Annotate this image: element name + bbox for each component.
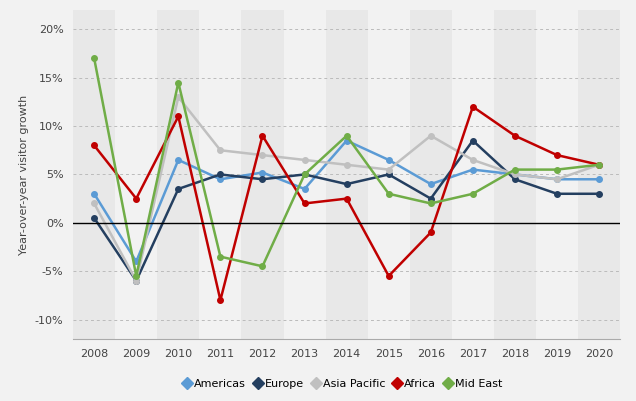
Asia Pacific — [553, 177, 561, 182]
Asia Pacific — [343, 162, 350, 167]
Africa — [301, 201, 308, 206]
Bar — [73, 10, 115, 339]
Africa — [259, 134, 266, 138]
Europe — [385, 172, 392, 177]
Americas — [385, 158, 392, 162]
Bar — [578, 10, 620, 339]
Africa — [132, 196, 140, 201]
Bar — [157, 10, 199, 339]
Americas — [90, 191, 98, 196]
Europe — [301, 172, 308, 177]
Mid East — [511, 167, 519, 172]
Africa — [427, 230, 434, 235]
Legend: Americas, Europe, Asia Pacific, Africa, Mid East: Americas, Europe, Asia Pacific, Africa, … — [180, 375, 507, 393]
Africa — [385, 273, 392, 278]
Europe — [259, 177, 266, 182]
Europe — [90, 216, 98, 221]
Mid East — [595, 162, 603, 167]
Mid East — [301, 172, 308, 177]
Europe — [132, 278, 140, 283]
Americas — [469, 167, 476, 172]
Mid East — [259, 264, 266, 269]
Europe — [511, 177, 519, 182]
Americas — [132, 259, 140, 264]
Americas — [174, 158, 182, 162]
Americas — [595, 177, 603, 182]
Americas — [217, 177, 225, 182]
Africa — [511, 134, 519, 138]
Bar — [199, 10, 242, 339]
Bar — [115, 10, 157, 339]
Bar — [326, 10, 368, 339]
Asia Pacific — [217, 148, 225, 153]
Bar — [410, 10, 452, 339]
Mid East — [343, 134, 350, 138]
Africa — [174, 114, 182, 119]
Line: Africa: Africa — [92, 104, 602, 303]
Americas — [343, 138, 350, 143]
Mid East — [90, 56, 98, 61]
Americas — [553, 177, 561, 182]
Mid East — [469, 191, 476, 196]
Bar — [536, 10, 578, 339]
Europe — [217, 172, 225, 177]
Line: Asia Pacific: Asia Pacific — [92, 94, 602, 284]
Bar — [284, 10, 326, 339]
Americas — [511, 172, 519, 177]
Europe — [469, 138, 476, 143]
Asia Pacific — [90, 201, 98, 206]
Asia Pacific — [469, 158, 476, 162]
Asia Pacific — [301, 158, 308, 162]
Africa — [343, 196, 350, 201]
Asia Pacific — [174, 95, 182, 99]
Europe — [343, 182, 350, 186]
Line: Europe: Europe — [92, 138, 602, 284]
Asia Pacific — [511, 172, 519, 177]
Bar — [494, 10, 536, 339]
Asia Pacific — [259, 153, 266, 158]
Africa — [553, 153, 561, 158]
Asia Pacific — [132, 278, 140, 283]
Mid East — [427, 201, 434, 206]
Africa — [469, 104, 476, 109]
Asia Pacific — [427, 134, 434, 138]
Americas — [427, 182, 434, 186]
Mid East — [553, 167, 561, 172]
Europe — [427, 196, 434, 201]
Europe — [553, 191, 561, 196]
Bar — [242, 10, 284, 339]
Africa — [90, 143, 98, 148]
Mid East — [217, 254, 225, 259]
Africa — [595, 162, 603, 167]
Europe — [595, 191, 603, 196]
Bar — [368, 10, 410, 339]
Europe — [174, 186, 182, 191]
Mid East — [132, 273, 140, 278]
Mid East — [174, 80, 182, 85]
Americas — [301, 186, 308, 191]
Y-axis label: Year-over-year visitor growth: Year-over-year visitor growth — [19, 94, 29, 255]
Asia Pacific — [385, 167, 392, 172]
Mid East — [385, 191, 392, 196]
Line: Mid East: Mid East — [92, 56, 602, 279]
Africa — [217, 298, 225, 303]
Asia Pacific — [595, 162, 603, 167]
Bar — [452, 10, 494, 339]
Americas — [259, 170, 266, 175]
Line: Americas: Americas — [92, 138, 602, 264]
